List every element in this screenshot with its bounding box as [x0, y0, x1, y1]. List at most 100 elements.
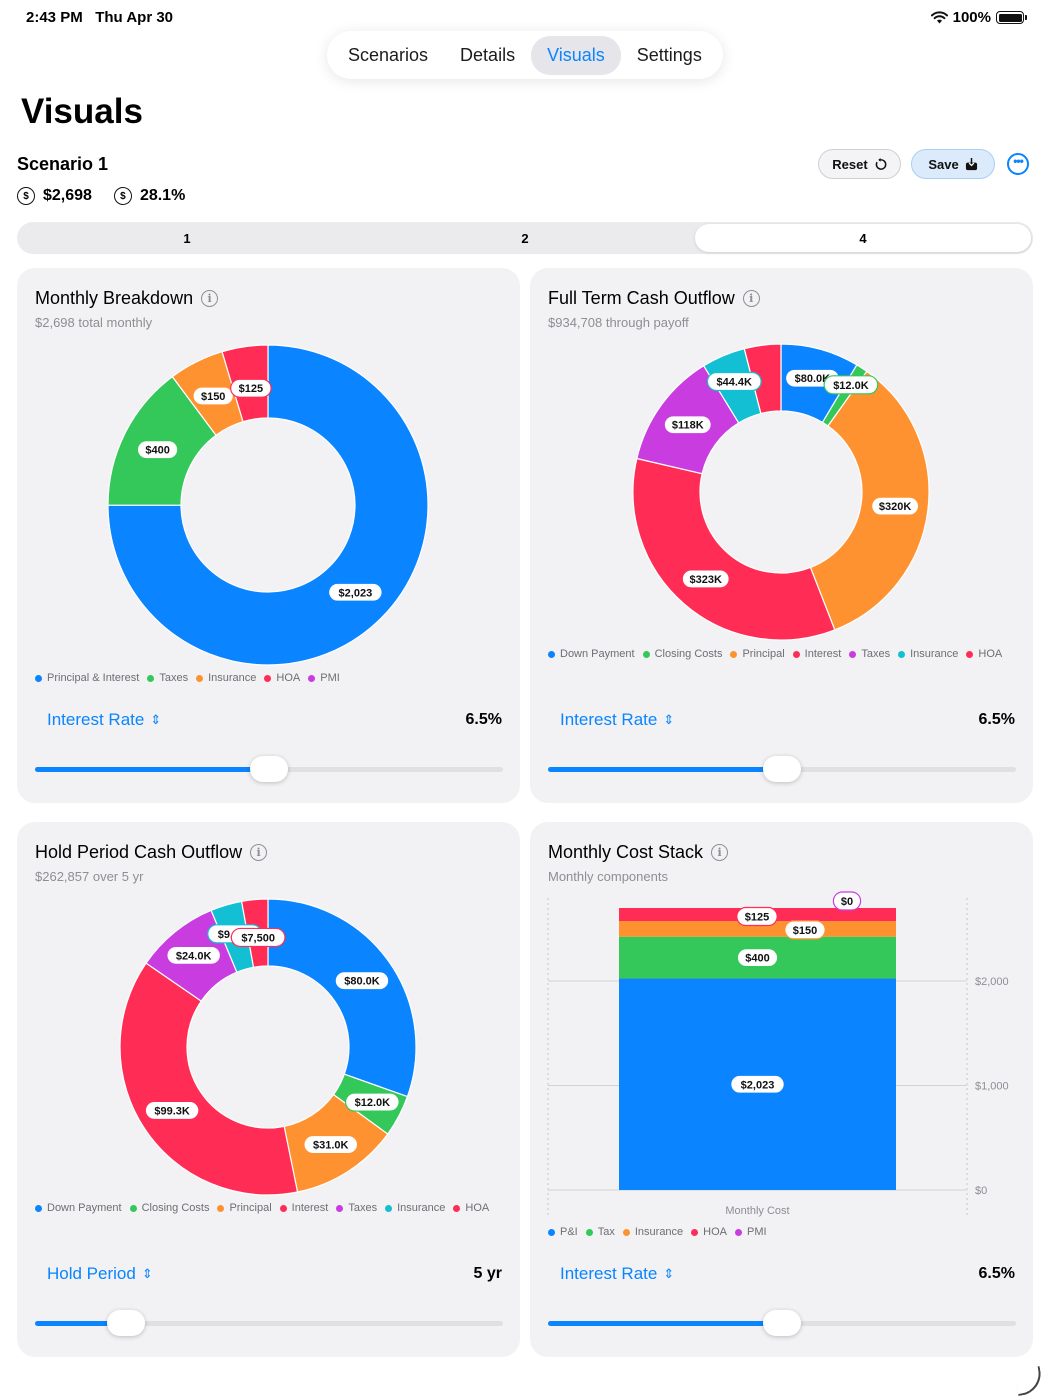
legend-label: Closing Costs: [141, 1202, 210, 1214]
slice-label-2: $31.0K: [303, 1134, 359, 1155]
slice-label-2-text: $150: [201, 391, 225, 403]
picker-value: 6.5%: [978, 711, 1015, 728]
info-icon[interactable]: i: [250, 844, 268, 861]
slider-thumb[interactable]: [250, 756, 288, 782]
legend-item: HOA: [966, 648, 1002, 660]
reset-icon: [875, 157, 887, 170]
slider-thumb[interactable]: [763, 1310, 801, 1336]
slice-label-0-text: $80.0K: [344, 976, 380, 988]
tab-details[interactable]: Details: [460, 44, 516, 65]
more-options-icon[interactable]: •••: [1007, 153, 1029, 175]
status-bar: 2:43 PM Thu Apr 30 100%: [0, 0, 1050, 34]
slice-interest[interactable]: [119, 962, 299, 1196]
tab-visuals[interactable]: Visuals: [531, 35, 621, 75]
legend-dot: [35, 674, 42, 682]
legend-label: Insurance: [397, 1202, 446, 1214]
legend-item: Down Payment: [35, 1202, 122, 1214]
slice-label-0-text: $2,023: [339, 587, 373, 599]
bar-label-1-bg: [736, 948, 779, 968]
bar-segment-insurance[interactable]: [619, 921, 896, 937]
legend-item: HOA: [264, 672, 300, 684]
slice-interest[interactable]: [632, 457, 836, 641]
legend-label: HOA: [703, 1226, 728, 1238]
save-button[interactable]: Save: [911, 149, 995, 179]
legend-item: Down Payment: [548, 648, 635, 660]
slice-label-5: $44.4K: [706, 371, 762, 392]
card-subtitle: $934,708 through payoff: [548, 315, 689, 330]
info-icon[interactable]: i: [201, 290, 219, 307]
slice-label-6-text: $7,500: [241, 932, 275, 944]
full-term-donut: $80.0K$12.0K $320K $323K $118K $44.4K: [632, 343, 930, 641]
interest-rate-picker[interactable]: Interest Rate ⇕: [560, 1264, 674, 1284]
segment-4[interactable]: 4: [695, 224, 1031, 252]
hold-period-slider[interactable]: [35, 1310, 503, 1336]
slider-thumb[interactable]: [107, 1310, 146, 1336]
slice-label-1: $12.0K: [344, 1092, 400, 1112]
legend-label: Down Payment: [560, 648, 635, 660]
bar-label-0: $2,023: [730, 1074, 785, 1094]
status-date: Thu Apr 30: [95, 9, 174, 26]
legend-dot: [196, 674, 204, 682]
tab-settings[interactable]: Settings: [636, 44, 702, 65]
legend-item: Principal & Interest: [35, 672, 139, 684]
slice-principal[interactable]: [809, 370, 930, 631]
bar-label-2-text: $150: [793, 925, 817, 937]
slice-label-4: $118K: [663, 415, 712, 435]
picker-value: 5 yr: [473, 1265, 502, 1282]
legend-dot: [35, 1204, 42, 1212]
slice-label-1-bg: [823, 375, 879, 395]
slice-label-3-bg: [681, 569, 730, 589]
slider-fill: [548, 767, 782, 772]
interest-rate-picker[interactable]: Interest Rate ⇕: [47, 710, 161, 730]
legend-item: HOA: [453, 1202, 489, 1214]
reset-button[interactable]: Reset: [818, 149, 901, 179]
info-icon[interactable]: i: [711, 844, 729, 861]
wifi-icon: [930, 11, 948, 24]
tab-scenarios[interactable]: Scenarios: [348, 44, 429, 65]
slice-label-1-text: $12.0K: [833, 380, 869, 392]
slice-label-3: $125: [230, 378, 272, 398]
interest-rate-picker[interactable]: Interest Rate ⇕: [560, 710, 674, 730]
legend-dot: [385, 1204, 393, 1212]
legend-label: Interest: [291, 1202, 329, 1214]
slice-label-2-text: $320K: [879, 501, 911, 513]
bar-label-2-bg: [784, 920, 826, 940]
hold-period-picker[interactable]: Hold Period ⇕: [47, 1264, 153, 1284]
interest-rate-slider[interactable]: [548, 1310, 1016, 1336]
legend-dot: [336, 1204, 344, 1212]
legend-dot: [622, 1228, 630, 1236]
segment-2[interactable]: 2: [521, 230, 529, 246]
scenario-metrics: $ $2,698 $ 28.1%: [17, 187, 185, 205]
legend-item: Interest: [279, 1202, 329, 1214]
legend-dot: [585, 1228, 593, 1236]
monthly-total: $2,698: [43, 187, 92, 204]
legend-dot: [279, 1204, 287, 1212]
legend-dot: [548, 1228, 555, 1236]
picker-label: Interest Rate: [560, 1264, 658, 1283]
save-tray-icon: [965, 157, 977, 170]
slice-down-payment[interactable]: [267, 898, 417, 1098]
bar-label-3-text: $125: [745, 912, 769, 924]
info-icon[interactable]: i: [742, 290, 760, 307]
legend-label: Taxes: [348, 1202, 378, 1214]
legend-label: Taxes: [159, 672, 189, 684]
slider-thumb[interactable]: [763, 756, 801, 782]
bar-label-1: $400: [736, 948, 779, 968]
slider-fill: [548, 1321, 782, 1326]
picker-label: Hold Period: [47, 1264, 136, 1283]
legend-dot: [453, 1204, 461, 1212]
segment-1[interactable]: 1: [183, 230, 191, 246]
legend-item: Closing Costs: [642, 648, 722, 660]
bar-label-3: $125: [736, 906, 778, 927]
slice-hoa[interactable]: [743, 343, 782, 415]
interest-rate-slider[interactable]: [548, 756, 1016, 782]
status-time: 2:43 PM Thu Apr 30: [26, 9, 173, 26]
bar-label-4-text: $0: [841, 896, 853, 908]
legend-item: Insurance: [622, 1226, 683, 1238]
chart-legend: Down Payment Closing Costs Principal Intere…: [548, 648, 1018, 660]
card-title-text: Hold Period Cash Outflow: [35, 842, 243, 862]
interest-rate-slider[interactable]: [35, 756, 503, 782]
picker-value: 6.5%: [978, 1265, 1015, 1282]
slider-fill: [35, 1321, 127, 1326]
slice-label-3-text: $99.3K: [154, 1105, 190, 1117]
